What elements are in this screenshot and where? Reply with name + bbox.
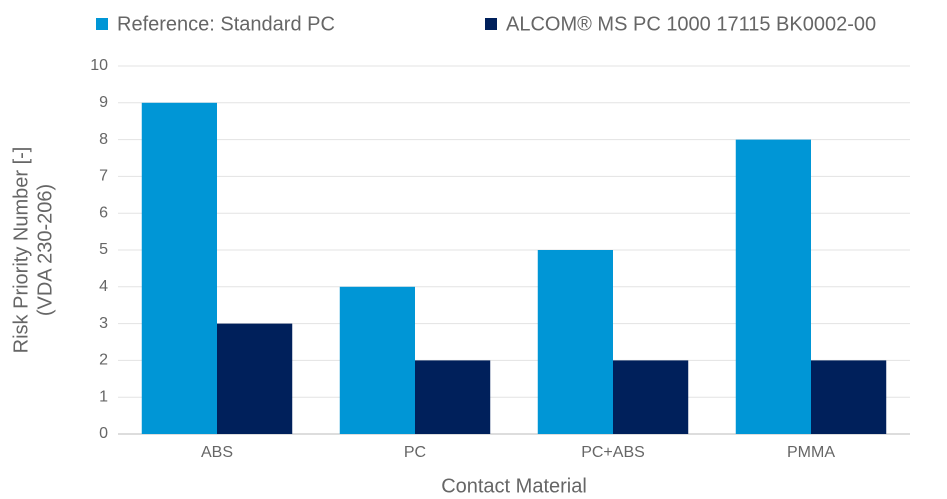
bar bbox=[415, 360, 491, 434]
x-tick-label: PMMA bbox=[787, 444, 835, 461]
x-tick-label: PC+ABS bbox=[581, 444, 645, 461]
legend-label: Reference: Standard PC bbox=[117, 13, 335, 35]
y-tick-label: 10 bbox=[90, 57, 108, 74]
y-axis-label: Risk Priority Number [-] bbox=[10, 147, 32, 354]
y-tick-label: 4 bbox=[99, 278, 108, 295]
y-tick-label: 2 bbox=[99, 352, 108, 369]
y-tick-label: 0 bbox=[99, 425, 108, 442]
y-tick-label: 3 bbox=[99, 315, 108, 332]
x-tick-label: ABS bbox=[201, 444, 233, 461]
y-tick-label: 7 bbox=[99, 168, 108, 185]
y-tick-label: 8 bbox=[99, 131, 108, 148]
y-tick-label: 6 bbox=[99, 204, 108, 221]
bar bbox=[735, 139, 811, 434]
bar bbox=[141, 102, 217, 435]
y-tick-label: 1 bbox=[99, 388, 108, 405]
bar bbox=[339, 286, 415, 434]
bar bbox=[217, 323, 293, 434]
bar bbox=[613, 360, 689, 434]
legend-label: ALCOM® MS PC 1000 17115 BK0002-00 bbox=[506, 13, 876, 35]
y-tick-label: 9 bbox=[99, 94, 108, 111]
legend-swatch bbox=[96, 18, 108, 30]
legend-swatch bbox=[485, 18, 497, 30]
y-axis-label: (VDA 230-206) bbox=[34, 184, 56, 316]
bar bbox=[811, 360, 887, 434]
x-tick-label: PC bbox=[404, 444, 426, 461]
x-axis-label: Contact Material bbox=[441, 475, 587, 497]
bar bbox=[537, 250, 613, 434]
y-tick-label: 5 bbox=[99, 241, 108, 258]
